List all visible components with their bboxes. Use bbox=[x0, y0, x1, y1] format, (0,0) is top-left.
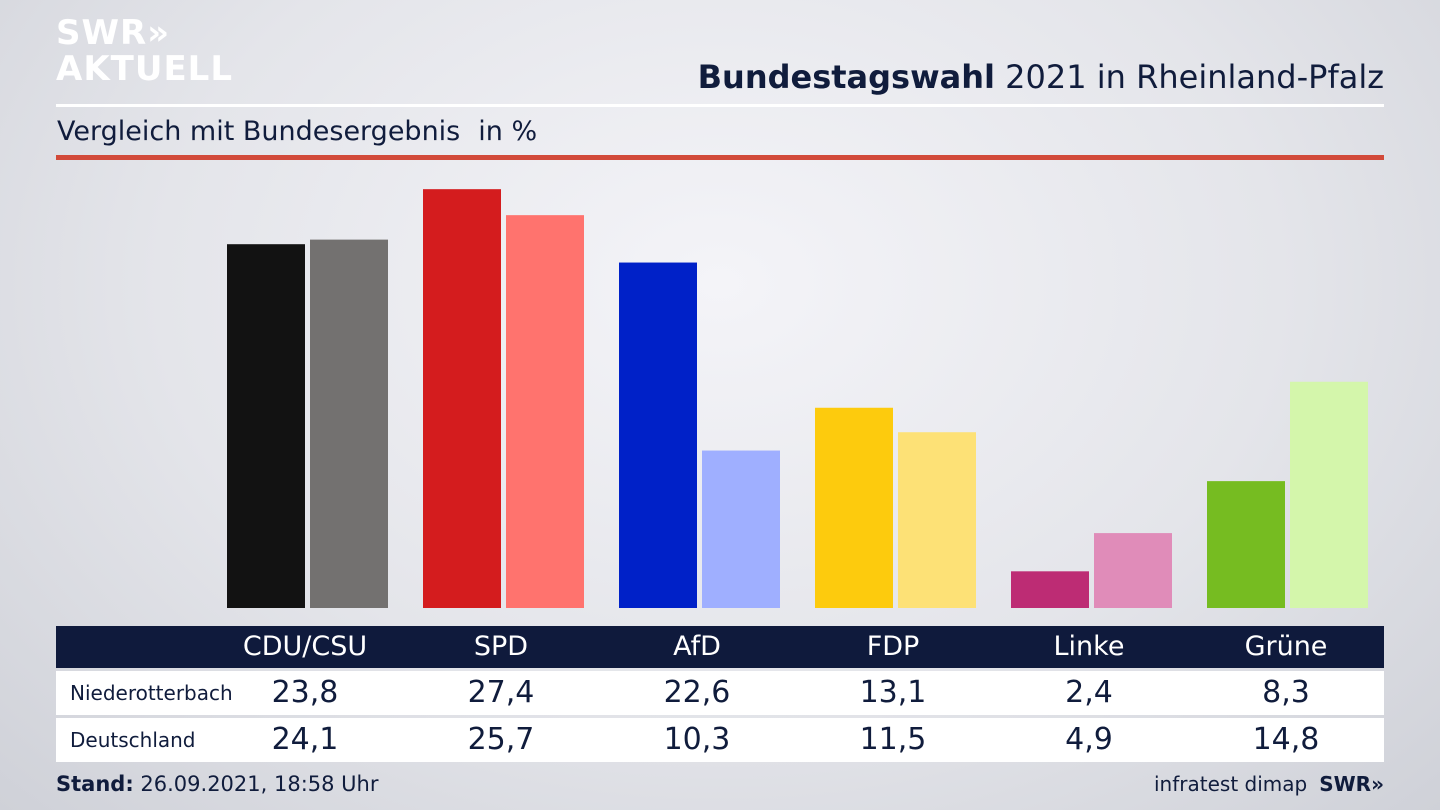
column-header: Linke bbox=[1053, 631, 1125, 662]
bar-chart bbox=[227, 189, 1368, 608]
table-cell: 24,1 bbox=[271, 722, 339, 757]
bar-fdp-deutschland bbox=[898, 432, 976, 608]
title-divider bbox=[56, 104, 1384, 107]
bar-cdu-csu-deutschland bbox=[310, 239, 388, 608]
bar-cdu-csu-niederotterbach bbox=[227, 244, 305, 608]
column-header: Grüne bbox=[1244, 631, 1328, 662]
chart-subtitle: Vergleich mit Bundesergebnis in % bbox=[57, 116, 537, 147]
source-name: infratest dimap bbox=[1154, 772, 1308, 796]
timestamp: Stand: 26.09.2021, 18:58 Uhr bbox=[56, 772, 379, 796]
table-header-row: CDU/CSU SPD AfD FDP Linke Grüne bbox=[56, 626, 1384, 668]
swr-aktuell-logo: SWR» AKTUELL bbox=[56, 16, 233, 86]
bar-gr-ne-niederotterbach bbox=[1207, 481, 1285, 608]
table-cell: 8,3 bbox=[1262, 675, 1310, 710]
subtitle-text: Vergleich mit Bundesergebnis bbox=[57, 116, 461, 147]
column-header: FDP bbox=[866, 631, 920, 662]
swr-brand-logo: SWR» bbox=[1319, 772, 1384, 796]
bar-afd-niederotterbach bbox=[619, 262, 697, 608]
column-header: CDU/CSU bbox=[242, 631, 368, 662]
table-cell: 25,7 bbox=[467, 722, 535, 757]
column-header: AfD bbox=[673, 631, 721, 662]
table-row: Deutschland 24,1 25,7 10,3 11,5 4,9 14,8 bbox=[56, 718, 1384, 762]
chart-title-rest: 2021 in Rheinland-Pfalz bbox=[995, 58, 1384, 96]
row-label: Deutschland bbox=[70, 728, 196, 752]
table-cell: 2,4 bbox=[1065, 675, 1113, 710]
bar-afd-deutschland bbox=[702, 450, 780, 608]
bar-linke-deutschland bbox=[1094, 533, 1172, 608]
chart-title-bold: Bundestagswahl bbox=[697, 58, 995, 96]
timestamp-label: Stand: bbox=[56, 772, 134, 796]
chart-title: Bundestagswahl 2021 in Rheinland-Pfalz bbox=[698, 58, 1384, 96]
bar-linke-niederotterbach bbox=[1011, 571, 1089, 608]
logo-line-swr: SWR» bbox=[56, 13, 171, 53]
results-table: CDU/CSU SPD AfD FDP Linke Grüne Niederotterba… bbox=[56, 626, 1384, 762]
table-cell: 23,8 bbox=[271, 675, 339, 710]
subtitle-divider bbox=[56, 155, 1384, 160]
table-cell: 27,4 bbox=[467, 675, 535, 710]
logo-line-aktuell: AKTUELL bbox=[56, 49, 234, 89]
table-cell: 22,6 bbox=[663, 675, 731, 710]
unit-label: in % bbox=[478, 116, 538, 147]
bar-fdp-niederotterbach bbox=[815, 407, 893, 608]
table-cell: 4,9 bbox=[1065, 722, 1113, 757]
source-credit: infratest dimap SWR» bbox=[1154, 772, 1384, 796]
table-cell: 14,8 bbox=[1252, 722, 1320, 757]
bar-spd-niederotterbach bbox=[423, 189, 501, 608]
column-header: SPD bbox=[473, 631, 529, 662]
timestamp-value: 26.09.2021, 18:58 Uhr bbox=[133, 772, 379, 796]
table-row: Niederotterbach 23,8 27,4 22,6 13,1 2,4 8,3 bbox=[56, 671, 1384, 715]
table-cell: 10,3 bbox=[663, 722, 731, 757]
table-cell: 11,5 bbox=[859, 722, 927, 757]
bar-gr-ne-deutschland bbox=[1290, 381, 1368, 608]
table-cell: 13,1 bbox=[859, 675, 927, 710]
row-label: Niederotterbach bbox=[70, 681, 233, 705]
bar-spd-deutschland bbox=[506, 215, 584, 608]
